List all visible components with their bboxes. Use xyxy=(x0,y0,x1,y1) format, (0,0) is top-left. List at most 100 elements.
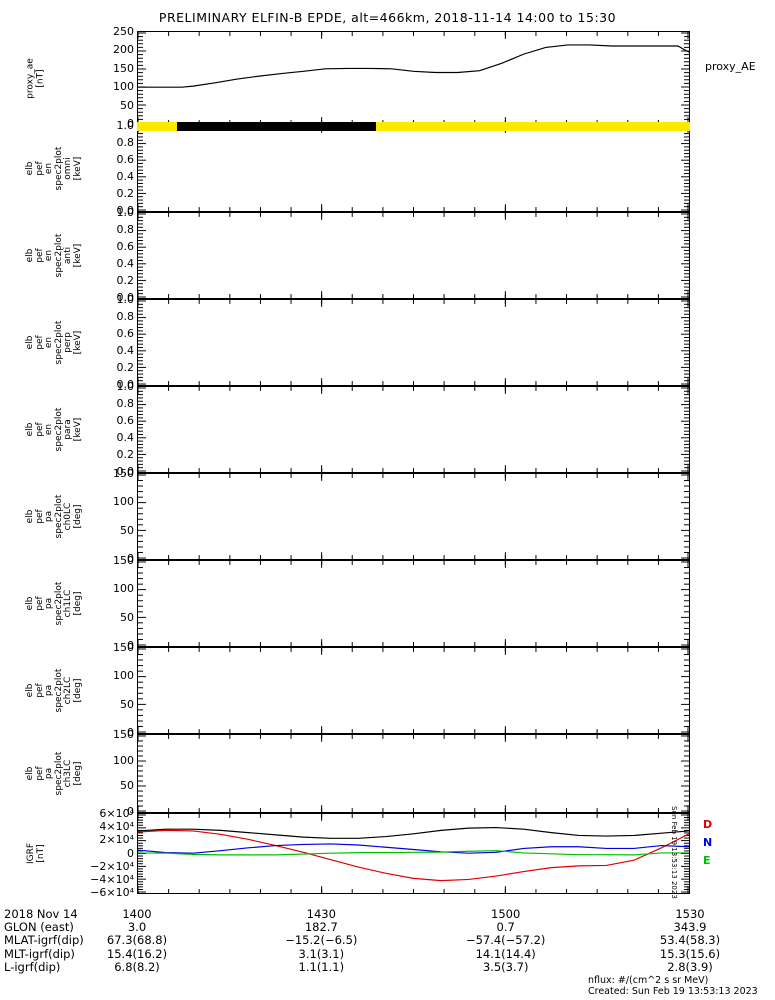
ylabel-line: elb xyxy=(24,683,35,698)
ylabel-line: en xyxy=(43,162,54,175)
ylabel-line: [deg] xyxy=(72,678,82,703)
ephemeris-value: 1500 xyxy=(491,907,521,921)
ytick-epde-pa-ch1lc-1: 100 xyxy=(113,582,134,596)
ylabel-line: IGRF xyxy=(25,842,36,865)
ylabel-line: omni xyxy=(62,157,73,180)
ytick-igrf-4: −2×10⁴ xyxy=(90,859,134,873)
footer-block: nflux: #/(cm^2 s sr MeV) Created: Sun Fe… xyxy=(588,975,758,997)
ytick-epde-en-anti-0: 1.0 xyxy=(116,206,135,219)
ytick-proxy-ae-2: 150 xyxy=(113,61,134,75)
ylabel-line: [deg] xyxy=(72,761,82,786)
ephemeris-row: L-igrf(dip) 6.8(8.2) 1.1(1.1) 3.5(3.7) 2.8(3… xyxy=(4,959,772,974)
ylabel-epde-pa-ch2lc: elb pef pa spec2plot ch2LC [deg] xyxy=(24,647,83,734)
panel-epde-en-anti xyxy=(137,212,690,299)
ephemeris-value: 182.7 xyxy=(304,920,338,935)
zone-segment-0 xyxy=(137,122,177,131)
ephemeris-value: 1430 xyxy=(306,907,336,921)
ephemeris-row: GLON (east) 3.0 182.7 0.7 343.9 xyxy=(4,920,772,935)
ylabel-epde-pa-ch3lc: elb pef pa spec2plot ch3LC [deg] xyxy=(24,734,83,813)
ylabel-line: elb xyxy=(24,248,35,263)
ephemeris-value: 1.1(1.1) xyxy=(298,959,345,974)
ylabel-line: ch1LC xyxy=(62,589,73,618)
ytick-epde-pa-ch0lc-1: 100 xyxy=(113,495,134,509)
footer-created: Created: Sun Feb 19 13:53:13 2023 xyxy=(588,986,758,997)
ephemeris-row: 2018 Nov 14 1400 1430 1500 1530 xyxy=(4,907,772,921)
ytick-igrf-6: −6×10⁴ xyxy=(90,886,134,899)
ephemeris-value: 1530 xyxy=(675,907,705,921)
panel-epde-en-para xyxy=(137,386,690,473)
ylabel-line: elb xyxy=(24,335,35,350)
ytick-proxy-ae-4: 50 xyxy=(120,98,134,112)
ylabel-epde-en-omni: elb pef en spec2plot omni [keV] xyxy=(25,125,83,212)
igrf-legend-n: N xyxy=(703,836,713,849)
ephemeris-row-label: GLON (east) xyxy=(4,920,74,935)
ephemeris-value: 0.7 xyxy=(496,920,515,935)
ytick-epde-en-perp-5: 0.0 xyxy=(116,378,135,391)
ytick-epde-en-perp-3: 0.4 xyxy=(116,344,135,357)
ylabel-line: perp xyxy=(62,332,73,353)
ytick-epde-en-perp-4: 0.2 xyxy=(116,361,135,374)
ylabel-line: en xyxy=(43,336,54,349)
ytick-epde-en-omni-3: 0.4 xyxy=(116,170,135,183)
ytick-epde-en-para-2: 0.6 xyxy=(116,414,135,427)
ylabel-line: ch3LC xyxy=(62,759,73,788)
ytick-epde-pa-ch3lc-3: 0 xyxy=(127,805,134,818)
ylabel-line: en xyxy=(43,249,54,262)
ytick-epde-pa-ch2lc-0: 150 xyxy=(113,641,134,654)
ylabel-line: elb xyxy=(24,596,35,611)
ylabel-line: pa xyxy=(43,597,54,610)
ytick-epde-en-para-5: 0.0 xyxy=(116,465,135,478)
ephemeris-value: 53.4(58.3) xyxy=(659,933,721,948)
ylabel-line: ch2LC xyxy=(62,676,73,705)
ytick-igrf-5: −4×10⁴ xyxy=(90,872,134,886)
ylabel-line: [keV] xyxy=(72,330,82,355)
ephemeris-row-label: MLT-igrf(dip) xyxy=(4,946,75,961)
ytick-epde-en-omni-1: 0.8 xyxy=(116,136,135,149)
ephemeris-value: −57.4(−57.2) xyxy=(465,933,546,948)
ephemeris-row: MLT-igrf(dip) 15.4(16.2) 3.1(3.1) 14.1(14.4… xyxy=(4,946,772,961)
ephemeris-value: 3.5(3.7) xyxy=(482,959,529,974)
footer-units: nflux: #/(cm^2 s sr MeV) xyxy=(588,975,709,986)
igrf-legend-d: D xyxy=(703,818,713,831)
igrf-legend-e: E xyxy=(703,854,711,867)
ephemeris-value: 1400 xyxy=(122,907,152,921)
ephemeris-value: 2.8(3.9) xyxy=(667,959,713,974)
ytick-epde-pa-ch0lc-3: 0 xyxy=(127,552,134,565)
ytick-epde-pa-ch3lc-2: 50 xyxy=(120,779,134,793)
ephemeris-value: 343.9 xyxy=(673,920,707,935)
ytick-proxy-ae-3: 100 xyxy=(113,80,134,94)
ytick-epde-en-omni-5: 0.0 xyxy=(116,204,135,217)
ylabel-line: ch0LC xyxy=(62,502,73,531)
ytick-epde-en-omni-2: 0.6 xyxy=(116,153,135,166)
ylabel-line: elb xyxy=(24,766,35,781)
ytick-epde-en-anti-1: 0.8 xyxy=(116,223,135,236)
ytick-epde-pa-ch1lc-2: 50 xyxy=(120,610,134,624)
ylabel-line: pa xyxy=(43,510,54,523)
ytick-igrf-3: 0 xyxy=(127,846,134,860)
ytick-epde-en-anti-2: 0.6 xyxy=(116,240,135,253)
ytick-epde-en-para-3: 0.4 xyxy=(116,431,135,444)
panel-epde-pa-ch0lc xyxy=(137,473,690,560)
panel-epde-pa-ch1lc xyxy=(137,560,690,647)
proxy-ae-right-label: proxy_AE xyxy=(705,60,756,73)
ytick-epde-pa-ch2lc-3: 0 xyxy=(127,726,134,739)
ytick-epde-en-para-4: 0.2 xyxy=(116,448,135,461)
ylabel-line: [deg] xyxy=(72,504,82,529)
ylabel-line: en xyxy=(43,423,54,436)
ytick-epde-pa-ch1lc-3: 0 xyxy=(127,639,134,652)
ephemeris-table: 2018 Nov 14 1400 1430 1500 1530 GLON (east) 3.… xyxy=(4,907,772,974)
ephemeris-row-label: 2018 Nov 14 xyxy=(4,907,78,921)
creation-watermark: Sun Feb 19 13:53:13 2023 xyxy=(670,806,678,899)
panel-epde-pa-ch3lc xyxy=(137,734,690,813)
ylabel-line: pa xyxy=(43,684,54,697)
ylabel-line: pa xyxy=(43,767,54,780)
ephemeris-row-label: L-igrf(dip) xyxy=(4,959,61,974)
ylabel-line: elb xyxy=(24,422,35,437)
panel-proxy-ae xyxy=(137,31,690,125)
ylabel-line: [nT] xyxy=(35,844,45,863)
ytick-proxy-ae-0: 250 xyxy=(113,25,134,38)
ytick-igrf-2: 2×10⁴ xyxy=(99,833,134,847)
ephemeris-row-label: MLAT-igrf(dip) xyxy=(4,933,84,948)
